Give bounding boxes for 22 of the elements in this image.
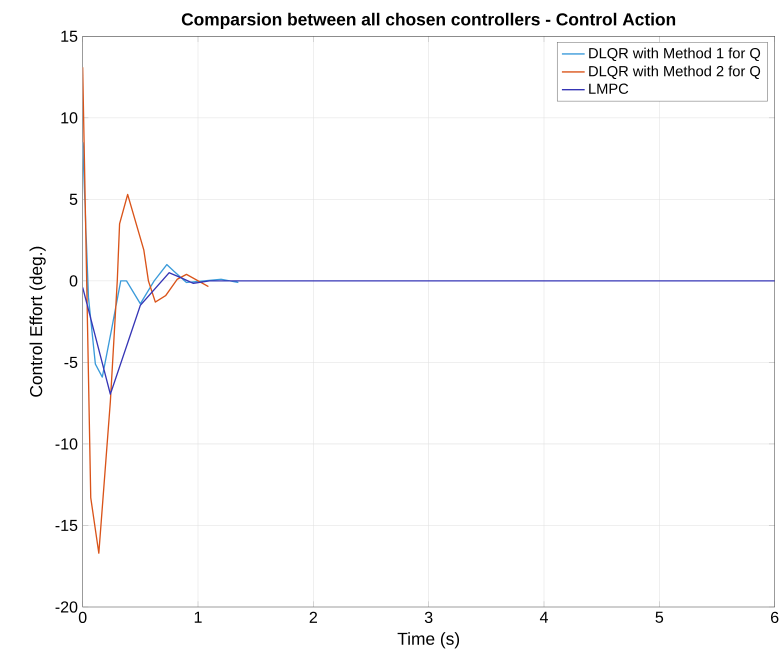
y-tick-label: -10 xyxy=(56,438,78,450)
x-tick-label: 2 xyxy=(310,612,317,623)
legend-label: LMPC xyxy=(589,84,628,94)
legend-label: DLQR with Method 1 for Q xyxy=(589,48,760,62)
y-tick-label: -15 xyxy=(56,520,78,532)
x-axis-title: Time (s) xyxy=(398,632,460,648)
y-axis-title: Control Effort (deg.) xyxy=(30,246,46,397)
y-tick-label: -20 xyxy=(56,601,78,613)
y-tick-label: 0 xyxy=(70,275,78,287)
x-tick-label: 1 xyxy=(194,612,202,623)
legend-label: DLQR with Method 2 for Q xyxy=(589,66,760,79)
y-tick-label: 10 xyxy=(61,112,78,124)
y-tick-label: -5 xyxy=(64,356,78,368)
x-tick-label: 6 xyxy=(771,612,778,624)
x-tick-label: 5 xyxy=(656,612,664,623)
y-tick-label: 15 xyxy=(61,30,78,42)
y-tick-label: 5 xyxy=(70,194,78,205)
x-tick-label: 0 xyxy=(78,612,87,624)
x-tick-label: 3 xyxy=(424,612,432,624)
chart-title: Comparsion between all chosen controllers - Control Action xyxy=(182,12,676,29)
x-tick-label: 4 xyxy=(540,612,548,623)
line-series xyxy=(82,66,210,554)
